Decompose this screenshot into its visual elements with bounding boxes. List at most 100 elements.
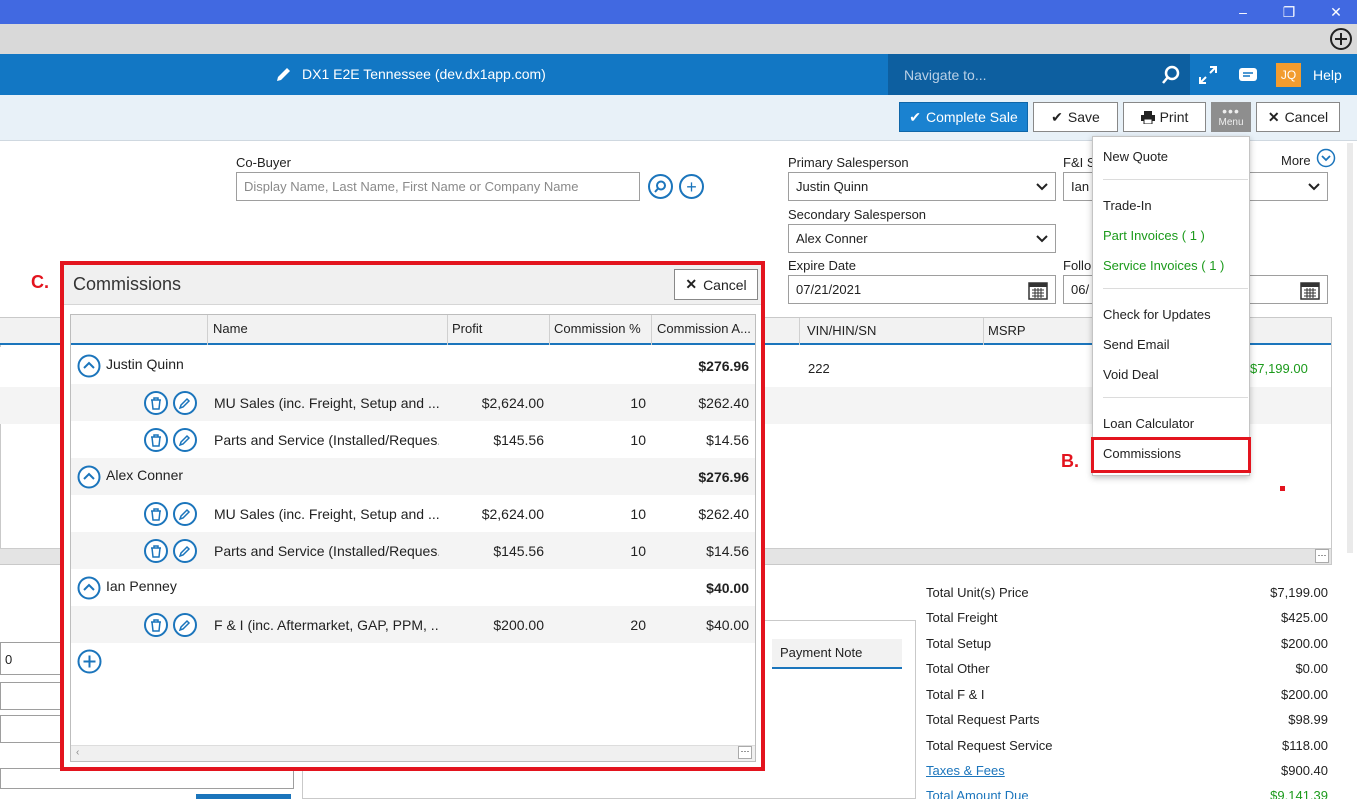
profit-column-header[interactable]: Profit [452,321,483,336]
menu-item-new-quote[interactable]: New Quote [1103,149,1169,164]
edit-button[interactable] [173,613,197,637]
vertical-scrollbar[interactable] [1344,143,1356,553]
restore-button[interactable]: ❐ [1282,4,1296,20]
group-name: Justin Quinn [106,356,184,372]
line-pct: 10 [630,432,646,448]
pencil-icon [179,434,191,446]
edit-button[interactable] [173,391,197,415]
chevron-circle-down-icon[interactable] [1316,148,1336,168]
left-field[interactable] [0,768,294,789]
expand-icon[interactable] [1198,65,1218,85]
menu-item-service-invoices[interactable]: Service Invoices ( 1 ) [1103,258,1225,273]
grid-options-icon[interactable]: ⋯ [1315,549,1329,563]
group-total: $276.96 [698,469,749,485]
total-label: Total Request Parts [926,712,1040,727]
grid-options-icon[interactable]: ⋯ [738,746,752,759]
co-buyer-input[interactable]: Display Name, Last Name, First Name or C… [236,172,640,201]
vin-cell: 222 [808,361,830,376]
expire-date-input[interactable]: 07/21/2021 [788,275,1056,304]
total-value: $9,141.39 [1270,788,1328,799]
menu-item-commissions[interactable]: Commissions [1103,446,1182,461]
menu-divider [1103,179,1248,180]
co-buyer-placeholder: Display Name, Last Name, First Name or C… [244,179,579,194]
scroll-left-icon[interactable]: ‹ [76,747,80,758]
fi-select[interactable]: Ian [1063,172,1093,201]
search-icon [654,180,666,193]
followup-input[interactable]: 06/ [1063,275,1093,304]
navigate-input[interactable]: Navigate to... [904,67,987,83]
line-amount: $40.00 [706,617,749,633]
amount-value: 0 [5,652,13,667]
group-row[interactable] [71,569,755,606]
calendar-icon[interactable] [1028,280,1048,300]
user-avatar[interactable]: JQ [1276,63,1301,87]
secondary-salesperson-select[interactable]: Alex Conner [788,224,1056,253]
msrp-column-header[interactable]: MSRP [988,323,1026,338]
primary-salesperson-label: Primary Salesperson [788,155,909,170]
primary-salesperson-select[interactable]: Justin Quinn [788,172,1056,201]
help-link[interactable]: Help [1313,67,1342,83]
menu-item-send-email[interactable]: Send Email [1103,337,1170,352]
total-amount-due-link[interactable]: Total Amount Due [926,788,1029,799]
chat-icon[interactable] [1237,65,1259,85]
cancel-button[interactable]: ✕ Cancel [1256,102,1340,132]
search-customer-button[interactable] [648,174,673,199]
chevron-down-icon [1308,182,1320,190]
close-window-button[interactable]: ✕ [1330,4,1342,20]
edit-button[interactable] [173,502,197,526]
horizontal-scrollbar[interactable] [71,745,755,761]
delete-button[interactable] [144,502,168,526]
collapse-icon[interactable] [77,354,101,378]
search-icon[interactable] [1161,65,1181,85]
add-circle-icon[interactable] [1329,27,1353,51]
name-column-header[interactable]: Name [213,321,248,336]
commissions-cancel-button[interactable]: ✕ Cancel [674,269,758,300]
group-total: $276.96 [698,358,749,374]
expire-date-label: Expire Date [788,258,856,273]
navigate-search-box[interactable] [888,54,1190,95]
delete-button[interactable] [144,539,168,563]
menu-item-part-invoices[interactable]: Part Invoices ( 1 ) [1103,228,1205,243]
collapse-icon[interactable] [77,576,101,600]
left-button-edge[interactable] [196,794,291,799]
commission-amount-column-header[interactable]: Commission A... [657,321,751,336]
add-co-buyer-button[interactable]: + [679,174,704,199]
followup-label: Follo [1063,258,1092,273]
delete-button[interactable] [144,391,168,415]
add-commission-icon[interactable] [77,649,102,674]
menu-item-check-updates[interactable]: Check for Updates [1103,307,1211,322]
menu-item-trade-in[interactable]: Trade-In [1103,198,1152,213]
fi-select-end[interactable] [1248,172,1328,201]
menu-button[interactable]: ••• Menu [1211,102,1251,132]
collapse-icon[interactable] [77,465,101,489]
taxes-fees-link[interactable]: Taxes & Fees [926,763,1005,778]
calendar-icon[interactable] [1300,280,1320,300]
line-pct: 20 [630,617,646,633]
delete-button[interactable] [144,613,168,637]
primary-salesperson-value: Justin Quinn [796,179,869,194]
more-dots-icon: ••• [1222,103,1240,119]
window-toolbar-strip [0,24,1357,54]
commissions-grid-header [71,315,755,345]
followup-input-end[interactable] [1248,275,1328,304]
commission-pct-column-header[interactable]: Commission % [554,321,641,336]
menu-dropdown [1092,136,1250,476]
more-label[interactable]: More [1281,153,1311,168]
group-row[interactable] [71,347,755,384]
save-button[interactable]: ✔ Save [1033,102,1118,132]
menu-item-void-deal[interactable]: Void Deal [1103,367,1159,382]
minimize-button[interactable]: – [1239,4,1247,20]
vin-column-header[interactable]: VIN/HIN/SN [807,323,877,338]
complete-sale-button[interactable]: ✔ Complete Sale [899,102,1028,132]
pencil-icon [179,508,191,520]
commissions-title: Commissions [73,274,182,294]
menu-item-loan-calculator[interactable]: Loan Calculator [1103,416,1195,431]
group-row[interactable] [71,458,755,495]
edit-button[interactable] [173,428,197,452]
edit-button[interactable] [173,539,197,563]
print-button[interactable]: Print [1123,102,1206,132]
secondary-salesperson-value: Alex Conner [796,231,868,246]
pencil-icon[interactable] [275,65,293,83]
delete-button[interactable] [144,428,168,452]
payment-note-header[interactable]: Payment Note [772,639,902,669]
